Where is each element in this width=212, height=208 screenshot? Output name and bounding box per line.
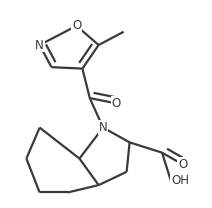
Text: N: N <box>35 38 44 52</box>
Text: OH: OH <box>171 174 189 187</box>
Text: O: O <box>178 158 187 171</box>
Text: O: O <box>72 19 81 32</box>
Text: N: N <box>99 121 107 134</box>
Text: O: O <box>112 97 121 110</box>
